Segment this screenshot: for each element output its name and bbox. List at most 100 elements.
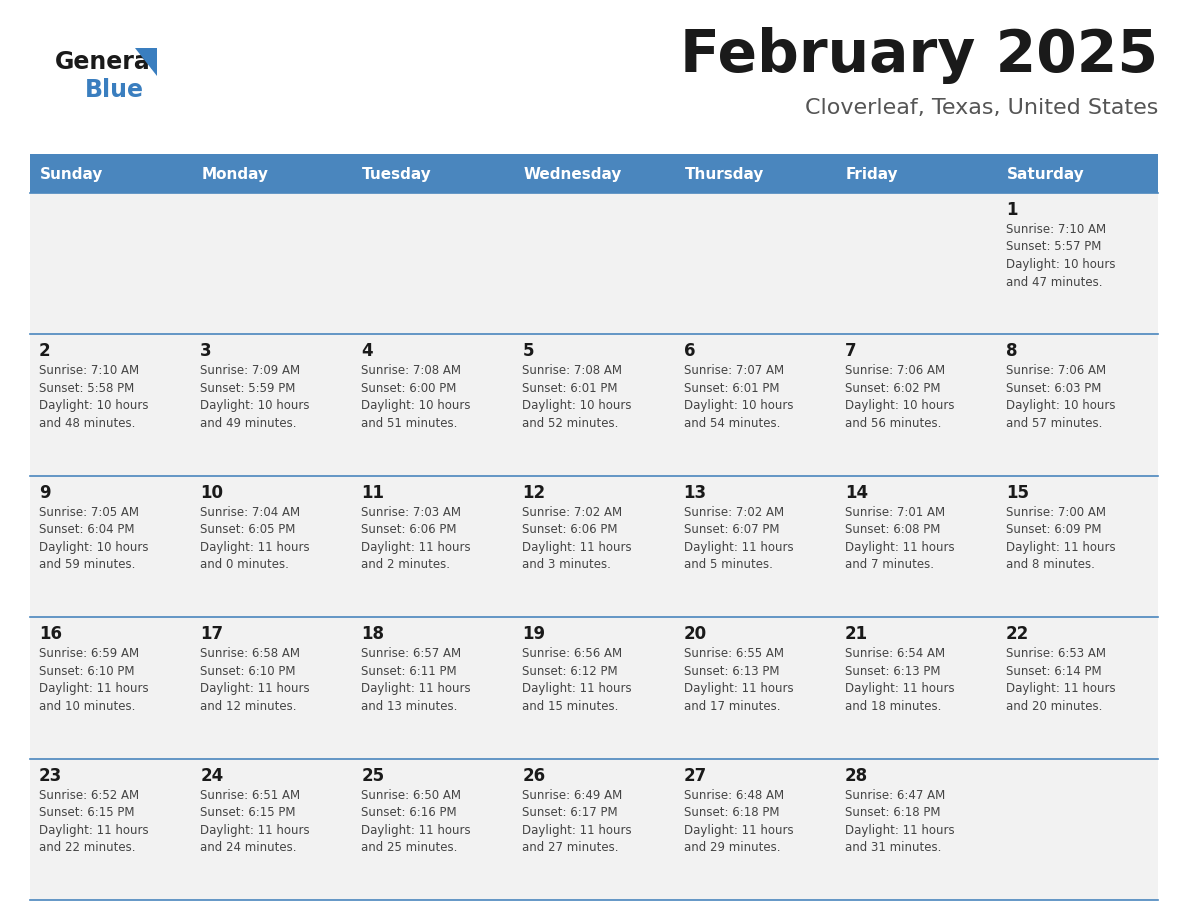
Text: and 5 minutes.: and 5 minutes.	[683, 558, 772, 571]
Text: Sunset: 6:10 PM: Sunset: 6:10 PM	[200, 665, 296, 677]
Text: Sunset: 6:14 PM: Sunset: 6:14 PM	[1006, 665, 1101, 677]
Bar	[835, 193, 997, 334]
Text: Daylight: 10 hours: Daylight: 10 hours	[200, 399, 310, 412]
Text: Daylight: 10 hours: Daylight: 10 hours	[361, 399, 470, 412]
Text: Sunset: 6:02 PM: Sunset: 6:02 PM	[845, 382, 940, 395]
Text: Daylight: 11 hours: Daylight: 11 hours	[523, 823, 632, 836]
Bar	[353, 334, 513, 476]
Text: Sunrise: 6:51 AM: Sunrise: 6:51 AM	[200, 789, 301, 801]
Bar	[513, 334, 675, 476]
Bar	[30, 476, 191, 617]
Text: Daylight: 11 hours: Daylight: 11 hours	[845, 823, 954, 836]
Text: 18: 18	[361, 625, 384, 644]
Bar	[675, 334, 835, 476]
Text: 8: 8	[1006, 342, 1017, 361]
Text: and 59 minutes.: and 59 minutes.	[39, 558, 135, 571]
Text: Sunset: 6:06 PM: Sunset: 6:06 PM	[361, 523, 456, 536]
Bar	[997, 334, 1158, 476]
Text: 16: 16	[39, 625, 62, 644]
Text: General: General	[55, 50, 159, 74]
Text: and 7 minutes.: and 7 minutes.	[845, 558, 934, 571]
Text: Thursday: Thursday	[684, 166, 764, 182]
Text: 25: 25	[361, 767, 385, 785]
Bar	[191, 334, 353, 476]
Bar	[353, 193, 513, 334]
Text: and 13 minutes.: and 13 minutes.	[361, 700, 457, 712]
Text: Sunrise: 6:57 AM: Sunrise: 6:57 AM	[361, 647, 461, 660]
Text: Sunset: 6:08 PM: Sunset: 6:08 PM	[845, 523, 940, 536]
Text: Sunset: 6:00 PM: Sunset: 6:00 PM	[361, 382, 456, 395]
Text: and 17 minutes.: and 17 minutes.	[683, 700, 781, 712]
Text: Friday: Friday	[846, 166, 898, 182]
Text: and 54 minutes.: and 54 minutes.	[683, 417, 781, 430]
Text: Sunrise: 6:47 AM: Sunrise: 6:47 AM	[845, 789, 944, 801]
Text: Sunday: Sunday	[40, 166, 103, 182]
Text: 12: 12	[523, 484, 545, 502]
Text: Daylight: 10 hours: Daylight: 10 hours	[1006, 399, 1116, 412]
Bar	[997, 617, 1158, 758]
Text: Wednesday: Wednesday	[524, 166, 621, 182]
Text: 10: 10	[200, 484, 223, 502]
Text: Sunrise: 6:54 AM: Sunrise: 6:54 AM	[845, 647, 944, 660]
Text: 23: 23	[39, 767, 62, 785]
Bar	[675, 476, 835, 617]
Bar	[191, 476, 353, 617]
Text: Sunset: 6:15 PM: Sunset: 6:15 PM	[200, 806, 296, 819]
Text: and 20 minutes.: and 20 minutes.	[1006, 700, 1102, 712]
Bar	[353, 758, 513, 900]
Text: Daylight: 11 hours: Daylight: 11 hours	[845, 541, 954, 554]
Bar	[30, 334, 191, 476]
Text: and 56 minutes.: and 56 minutes.	[845, 417, 941, 430]
Text: Blue: Blue	[86, 78, 144, 102]
Text: 7: 7	[845, 342, 857, 361]
Text: Daylight: 11 hours: Daylight: 11 hours	[523, 682, 632, 695]
Text: February 2025: February 2025	[680, 27, 1158, 84]
Bar	[675, 617, 835, 758]
Text: Daylight: 10 hours: Daylight: 10 hours	[683, 399, 794, 412]
Text: Sunset: 6:01 PM: Sunset: 6:01 PM	[523, 382, 618, 395]
Text: and 22 minutes.: and 22 minutes.	[39, 841, 135, 854]
Bar	[835, 476, 997, 617]
Text: and 12 minutes.: and 12 minutes.	[200, 700, 297, 712]
Text: Sunset: 6:18 PM: Sunset: 6:18 PM	[683, 806, 779, 819]
Text: 17: 17	[200, 625, 223, 644]
Text: Sunrise: 7:08 AM: Sunrise: 7:08 AM	[361, 364, 461, 377]
Text: 22: 22	[1006, 625, 1029, 644]
Bar	[513, 476, 675, 617]
Text: Daylight: 11 hours: Daylight: 11 hours	[845, 682, 954, 695]
Text: Sunset: 6:05 PM: Sunset: 6:05 PM	[200, 523, 296, 536]
Text: Daylight: 11 hours: Daylight: 11 hours	[200, 541, 310, 554]
Text: Daylight: 11 hours: Daylight: 11 hours	[361, 541, 470, 554]
Text: Sunrise: 7:01 AM: Sunrise: 7:01 AM	[845, 506, 944, 519]
Text: Sunrise: 7:08 AM: Sunrise: 7:08 AM	[523, 364, 623, 377]
Text: Sunset: 5:59 PM: Sunset: 5:59 PM	[200, 382, 296, 395]
Text: Daylight: 11 hours: Daylight: 11 hours	[523, 541, 632, 554]
Text: Sunrise: 7:03 AM: Sunrise: 7:03 AM	[361, 506, 461, 519]
Text: and 52 minutes.: and 52 minutes.	[523, 417, 619, 430]
Text: and 31 minutes.: and 31 minutes.	[845, 841, 941, 854]
Text: Sunrise: 6:52 AM: Sunrise: 6:52 AM	[39, 789, 139, 801]
Text: and 2 minutes.: and 2 minutes.	[361, 558, 450, 571]
Text: Daylight: 11 hours: Daylight: 11 hours	[683, 823, 794, 836]
Text: Sunrise: 6:58 AM: Sunrise: 6:58 AM	[200, 647, 301, 660]
Text: and 57 minutes.: and 57 minutes.	[1006, 417, 1102, 430]
Text: Daylight: 11 hours: Daylight: 11 hours	[361, 682, 470, 695]
Text: 14: 14	[845, 484, 868, 502]
Text: Sunset: 6:13 PM: Sunset: 6:13 PM	[683, 665, 779, 677]
Text: 3: 3	[200, 342, 211, 361]
Text: 15: 15	[1006, 484, 1029, 502]
Bar	[997, 193, 1158, 334]
Text: and 49 minutes.: and 49 minutes.	[200, 417, 297, 430]
Bar	[835, 334, 997, 476]
Text: Sunset: 6:06 PM: Sunset: 6:06 PM	[523, 523, 618, 536]
Text: Sunset: 6:16 PM: Sunset: 6:16 PM	[361, 806, 457, 819]
Text: Sunset: 6:12 PM: Sunset: 6:12 PM	[523, 665, 618, 677]
Text: Tuesday: Tuesday	[362, 166, 432, 182]
Text: 27: 27	[683, 767, 707, 785]
Text: and 47 minutes.: and 47 minutes.	[1006, 275, 1102, 288]
Text: Sunset: 6:18 PM: Sunset: 6:18 PM	[845, 806, 940, 819]
Bar	[30, 154, 1158, 157]
Bar	[513, 193, 675, 334]
Text: 4: 4	[361, 342, 373, 361]
Text: 21: 21	[845, 625, 868, 644]
